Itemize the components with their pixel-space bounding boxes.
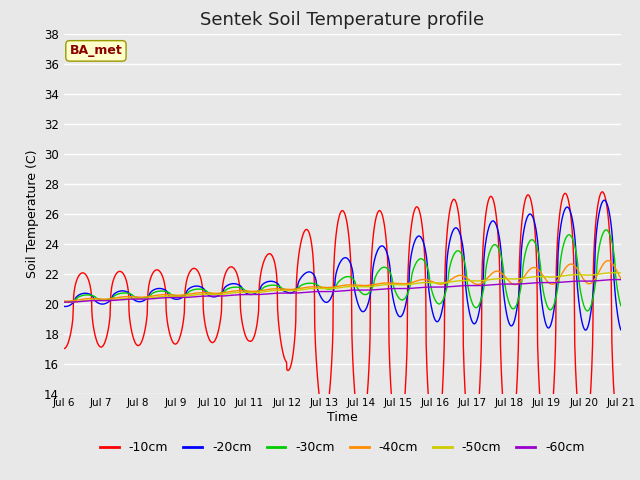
-30cm [246,289,254,295]
-50cm [60,300,68,305]
-50cm [171,294,179,300]
-20cm [246,291,254,297]
X-axis label: Time: Time [327,411,358,424]
-40cm [63,298,71,304]
-40cm [171,292,179,298]
-30cm [184,290,191,296]
-50cm [246,290,254,296]
-60cm [617,276,625,282]
-20cm [502,305,509,311]
-20cm [429,310,436,316]
-10cm [598,189,606,195]
-20cm [600,197,608,203]
-40cm [617,276,625,281]
-10cm [617,443,625,449]
-60cm [613,276,621,282]
-40cm [60,298,68,304]
-30cm [170,293,178,299]
-60cm [429,284,437,290]
-50cm [429,280,437,286]
-40cm [429,279,437,285]
-60cm [551,280,559,286]
Y-axis label: Soil Temperature (C): Soil Temperature (C) [26,149,38,278]
-10cm [170,341,178,347]
-60cm [64,299,72,305]
-50cm [65,300,72,305]
-40cm [604,258,612,264]
-30cm [551,300,559,305]
-60cm [171,295,179,300]
Title: Sentek Soil Temperature profile: Sentek Soil Temperature profile [200,11,484,29]
-30cm [60,299,68,304]
-60cm [502,281,509,287]
-60cm [246,292,254,298]
-20cm [617,327,625,333]
-10cm [246,338,254,344]
-60cm [184,294,192,300]
-20cm [582,327,589,333]
-50cm [609,270,617,276]
-40cm [551,280,559,286]
Line: -30cm: -30cm [64,230,621,311]
-30cm [502,285,509,291]
-50cm [184,293,192,299]
-30cm [602,227,610,233]
-20cm [551,302,559,308]
Line: -40cm: -40cm [64,261,621,301]
-20cm [184,287,191,293]
Line: -60cm: -60cm [64,279,621,302]
-60cm [60,299,68,305]
Text: BA_met: BA_met [70,44,122,58]
-30cm [584,308,591,314]
Legend: -10cm, -20cm, -30cm, -40cm, -50cm, -60cm: -10cm, -20cm, -30cm, -40cm, -50cm, -60cm [95,436,589,459]
Line: -10cm: -10cm [64,192,621,452]
-10cm [551,357,559,363]
-40cm [246,288,254,294]
-10cm [60,346,68,351]
-50cm [551,274,559,280]
-10cm [184,274,191,279]
-50cm [617,270,625,276]
Line: -50cm: -50cm [64,273,621,302]
-10cm [502,434,509,440]
-20cm [60,303,68,309]
Line: -20cm: -20cm [64,200,621,330]
-10cm [429,440,436,445]
-40cm [502,275,509,280]
-50cm [502,276,509,282]
-20cm [170,296,178,302]
-10cm [468,449,476,455]
-30cm [617,303,625,309]
-40cm [184,291,192,297]
-30cm [429,291,436,297]
